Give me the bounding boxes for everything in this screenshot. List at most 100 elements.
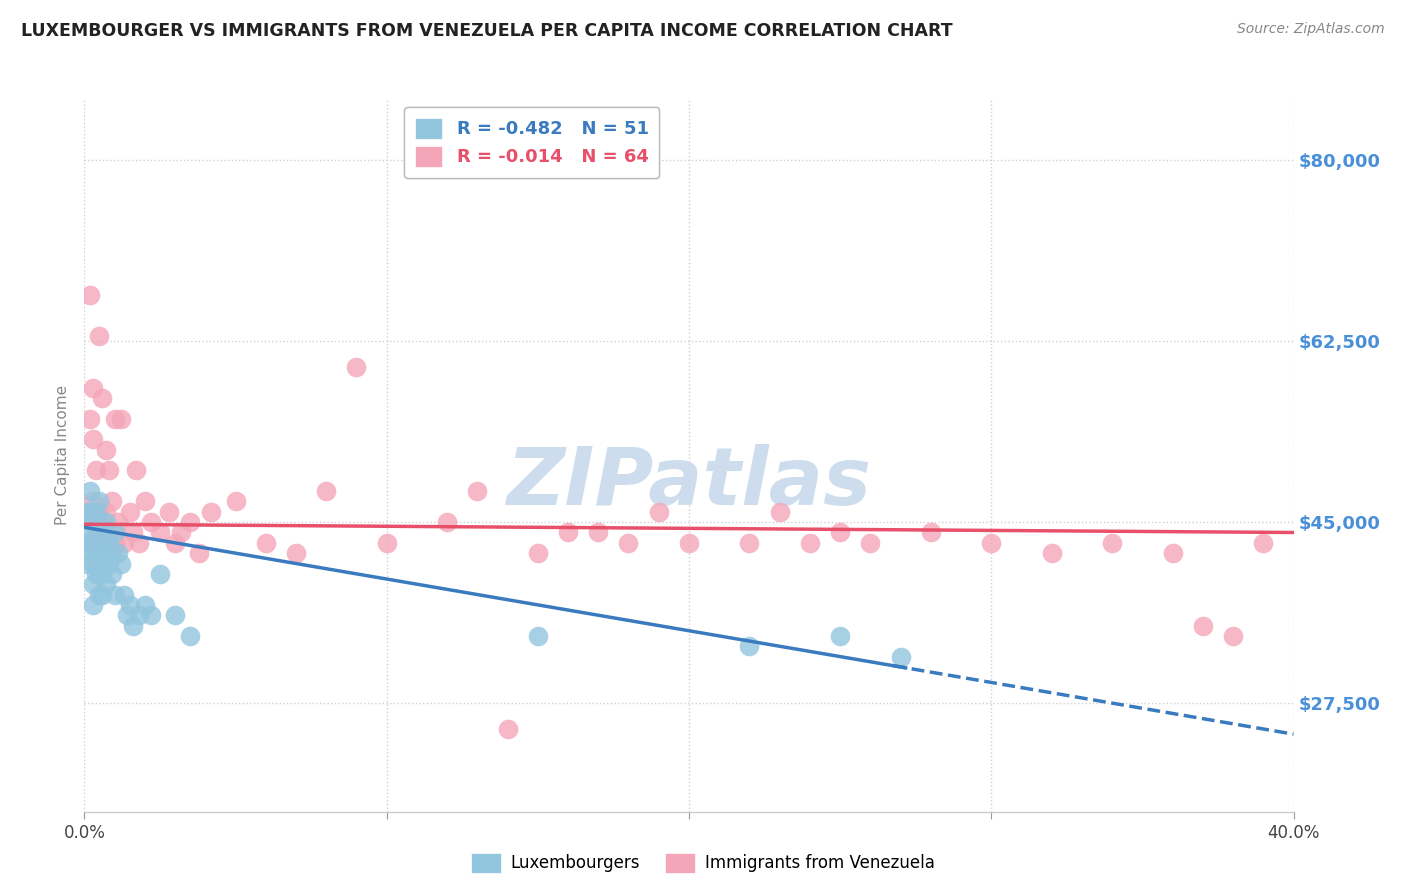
Point [139,608,162,623]
Point [769,505,792,519]
Text: LUXEMBOURGER VS IMMIGRANTS FROM VENEZUELA PER CAPITA INCOME CORRELATION CHART: LUXEMBOURGER VS IMMIGRANTS FROM VENEZUEL… [21,22,953,40]
Point [89,566,111,581]
Point [82,557,104,571]
Point [1222,629,1244,643]
Point [76,505,98,519]
Point [89,515,111,529]
Point [284,546,308,560]
Point [94,577,117,591]
Point [496,722,519,736]
Point [82,598,104,612]
Point [104,411,127,425]
Point [859,536,882,550]
Point [346,359,368,374]
Y-axis label: Per Capita Income: Per Capita Income [55,384,70,525]
Point [467,484,489,499]
Point [79,525,101,540]
Point [76,536,98,550]
Point [86,505,108,519]
Point [647,505,671,519]
Point [830,629,852,643]
Point [89,546,111,560]
Point [94,505,117,519]
Point [980,536,1002,550]
Point [738,639,761,653]
Point [91,391,114,405]
Point [79,505,101,519]
Point [1191,618,1213,632]
Point [91,588,114,602]
Point [115,608,138,623]
Point [121,618,143,632]
Point [89,329,111,343]
Point [128,536,150,550]
Point [82,494,104,508]
Point [799,536,821,550]
Point [76,536,98,550]
Point [112,536,135,550]
Point [86,463,108,477]
Point [100,494,122,508]
Point [179,629,201,643]
Point [125,463,148,477]
Point [97,536,120,550]
Point [82,536,104,550]
Point [82,433,104,447]
Point [82,515,104,529]
Point [79,287,101,301]
Point [588,525,610,540]
Point [91,525,114,540]
Point [254,536,277,550]
Point [526,546,548,560]
Point [89,505,111,519]
Point [79,484,101,499]
Point [100,566,122,581]
Point [557,525,579,540]
Point [188,546,211,560]
Point [890,649,912,664]
Point [94,557,117,571]
Point [89,588,111,602]
Legend: Luxembourgers, Immigrants from Venezuela: Luxembourgers, Immigrants from Venezuela [464,847,942,880]
Point [375,536,398,550]
Point [86,546,108,560]
Point [76,505,98,519]
Point [128,608,150,623]
Point [134,598,156,612]
Point [118,505,141,519]
Point [200,505,222,519]
Point [82,577,104,591]
Point [157,505,180,519]
Point [830,525,852,540]
Point [149,566,172,581]
Point [91,536,114,550]
Point [104,536,127,550]
Point [1101,536,1123,550]
Point [86,525,108,540]
Point [112,588,135,602]
Point [225,494,247,508]
Point [91,546,114,560]
Point [79,546,101,560]
Point [436,515,458,529]
Point [97,536,120,550]
Point [526,629,548,643]
Point [163,536,186,550]
Point [89,494,111,508]
Point [86,525,108,540]
Point [91,566,114,581]
Point [107,546,129,560]
Point [104,588,127,602]
Point [79,411,101,425]
Point [170,525,193,540]
Point [738,536,761,550]
Point [76,557,98,571]
Point [121,525,143,540]
Point [149,525,172,540]
Legend: R = -0.482   N = 51, R = -0.014   N = 64: R = -0.482 N = 51, R = -0.014 N = 64 [404,107,659,178]
Text: ZIPatlas: ZIPatlas [506,444,872,523]
Point [86,566,108,581]
Point [179,515,201,529]
Point [110,411,132,425]
Point [139,515,162,529]
